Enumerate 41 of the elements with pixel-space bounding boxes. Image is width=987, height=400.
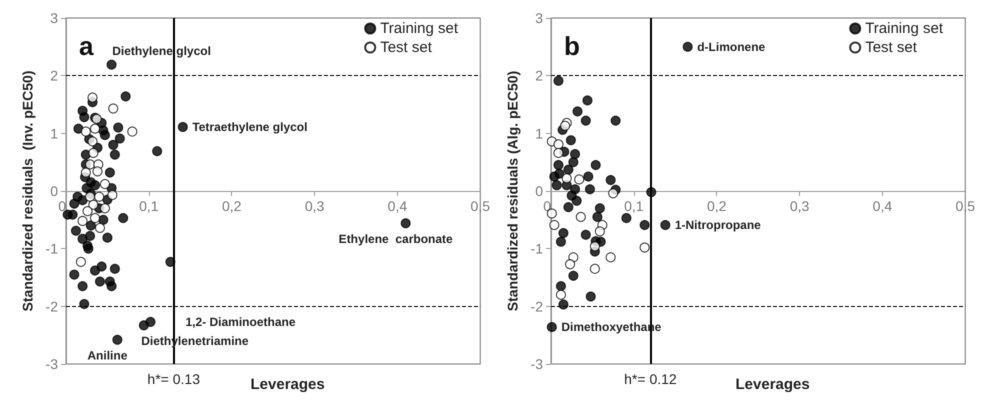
x-tick-label: 0,2	[222, 198, 242, 214]
annotation: 1,2- Diaminoethane	[185, 314, 296, 329]
y-tick-label: -3	[530, 356, 544, 372]
legend-label: Test set	[380, 39, 433, 56]
x-tick-label: 0,3	[304, 198, 325, 214]
x-tick-label: 0,1	[624, 198, 644, 214]
y-tick-label: -2	[530, 298, 544, 314]
y-tick-label: -3	[46, 356, 58, 372]
ref-line-label: h*= 0.12	[624, 371, 677, 387]
annotation: Ethylene carbonate	[338, 232, 454, 246]
annotation: d-Limonene	[697, 40, 766, 54]
y-tick-label: 0	[535, 183, 544, 199]
ref-line-label: h*= 0.13	[147, 371, 200, 387]
y-tick-label: 1	[50, 125, 58, 142]
x-tick-label: 0,4	[388, 198, 408, 214]
y-tick-label: -1	[46, 240, 58, 257]
y-tick-label: 1	[535, 125, 544, 142]
legend-label: Training set	[865, 20, 944, 37]
x-axis-title: Leverages	[736, 376, 810, 393]
legend-label: Training set	[380, 20, 459, 37]
y-tick-label: 2	[50, 68, 58, 84]
x-tick-label: 0,1	[139, 198, 159, 214]
x-tick-label: 0,2	[706, 198, 727, 214]
annotation: Aniline	[87, 348, 128, 362]
text: a	[79, 31, 94, 61]
y-axis-title: Standardized residuals (Alg. pEC50)	[504, 70, 521, 312]
y-tick-label: 3	[535, 10, 544, 26]
text: b	[564, 31, 580, 61]
y-axis-title: Standardized residuals (Inv. pEC50)	[20, 70, 36, 312]
annotation: Tetraethylene glycol	[192, 120, 308, 134]
y-tick-label: -2	[46, 298, 58, 314]
legend-label: Test set	[865, 39, 918, 56]
x-tick-label: 0,3	[790, 198, 810, 214]
y-tick-label: 2	[535, 68, 544, 84]
y-tick-label: 0	[50, 183, 58, 199]
y-tick-label: -1	[530, 240, 544, 257]
x-tick-label: 0,4	[872, 198, 892, 214]
y-tick-label: 3	[50, 10, 58, 26]
x-axis-title: Leverages	[250, 376, 325, 393]
annotation: 1-Nitropropane	[674, 218, 762, 232]
annotation: Diethylene glycol	[112, 44, 211, 58]
